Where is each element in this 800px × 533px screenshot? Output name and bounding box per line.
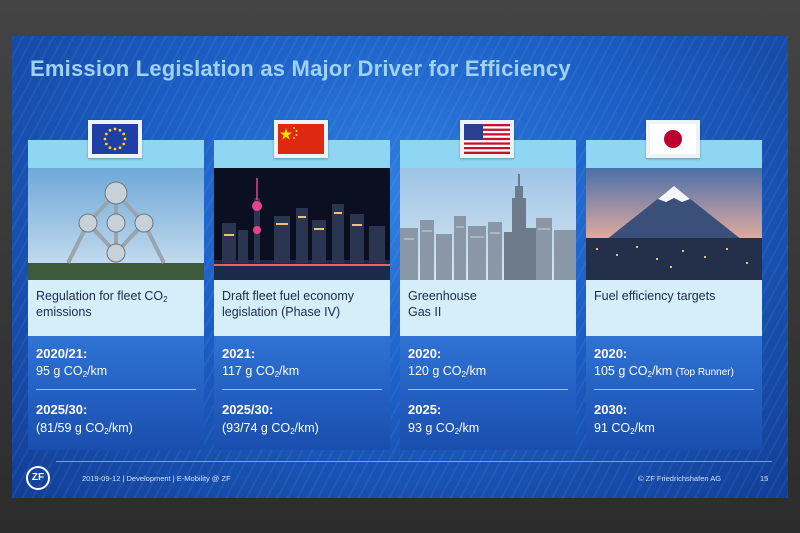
card-china: Draft fleet fuel economy legislation (Ph… — [214, 120, 390, 450]
target-year-2: 2025/30: — [222, 402, 274, 417]
description-line-2: emissions — [36, 305, 92, 319]
values-divider — [594, 389, 754, 390]
target-note: (Top Runner) — [675, 367, 734, 378]
slide-title: Emission Legislation as Major Driver for… — [30, 56, 571, 81]
shanghai-skyline-photo — [214, 168, 390, 280]
target-year-1: 2021: — [222, 346, 256, 361]
target-value-2: 93 g CO2/km — [408, 421, 480, 436]
usa-flag-icon — [460, 120, 514, 158]
target-year-2: 2030: — [594, 402, 628, 417]
values-divider — [36, 389, 196, 390]
footer-divider — [56, 461, 772, 462]
card-description: Draft fleet fuel economy legislation (Ph… — [214, 280, 390, 336]
description-line-1: Fuel efficiency targets — [594, 289, 716, 303]
card-values: 2020: 105 g CO2/km (Top Runner) 2030: 91… — [586, 336, 762, 450]
card-description: Greenhouse Gas II — [400, 280, 576, 336]
target-year-2: 2025: — [408, 402, 442, 417]
target-year-1: 2020/21: — [36, 346, 88, 361]
description-line-1: Regulation for fleet CO — [36, 289, 164, 303]
description-subscript: 2 — [163, 295, 168, 304]
eu-flag-icon — [88, 120, 142, 158]
target-value-2: (81/59 g CO2/km) — [36, 421, 133, 436]
zf-logo: ZF — [26, 466, 50, 490]
footer-info: 2019-09-12 | Development | E-Mobility @ … — [82, 474, 231, 483]
target-value-1: 95 g CO2/km — [36, 364, 108, 379]
page-number: 15 — [760, 474, 769, 483]
presentation-slide: Emission Legislation as Major Driver for… — [12, 36, 788, 498]
card-usa: Greenhouse Gas II 2020: 120 g CO2/km 202… — [400, 120, 576, 450]
target-value-1: 120 g CO2/km — [408, 364, 487, 379]
card-japan: Fuel efficiency targets 2020: 105 g CO2/… — [586, 120, 762, 450]
card-values: 2021: 117 g CO2/km 2025/30: (93/74 g CO2… — [214, 336, 390, 450]
card-eu: Regulation for fleet CO2 emissions 2020/… — [28, 120, 204, 450]
card-description: Fuel efficiency targets — [586, 280, 762, 336]
card-description: Regulation for fleet CO2 emissions — [28, 280, 204, 336]
target-year-1: 2020: — [594, 346, 628, 361]
new-york-skyline-photo — [400, 168, 576, 280]
atomium-photo — [28, 168, 204, 280]
description-line-1: Draft fleet fuel economy — [222, 289, 355, 303]
japan-flag-icon — [646, 120, 700, 158]
china-flag-icon — [274, 120, 328, 158]
target-value-2: (93/74 g CO2/km) — [222, 421, 319, 436]
values-divider — [222, 389, 382, 390]
footer-copyright: © ZF Friedrichshafen AG — [638, 474, 722, 483]
description-line-2: legislation (Phase IV) — [222, 305, 341, 319]
target-value-1: 117 g CO2/km — [222, 364, 300, 379]
target-value-2: 91 CO2/km — [594, 421, 655, 436]
card-values: 2020: 120 g CO2/km 2025: 93 g CO2/km — [400, 336, 576, 450]
mount-fuji-photo — [586, 168, 762, 280]
description-line-2: Gas II — [408, 305, 442, 319]
target-value-1: 105 g CO2/km (Top Runner) — [594, 364, 734, 379]
target-year-2: 2025/30: — [36, 402, 88, 417]
description-line-1: Greenhouse — [408, 289, 477, 303]
slide-footer: ZF 2019-09-12 | Development | E-Mobility… — [12, 461, 788, 498]
values-divider — [408, 389, 568, 390]
card-values: 2020/21: 95 g CO2/km 2025/30: (81/59 g C… — [28, 336, 204, 450]
target-year-1: 2020: — [408, 346, 442, 361]
